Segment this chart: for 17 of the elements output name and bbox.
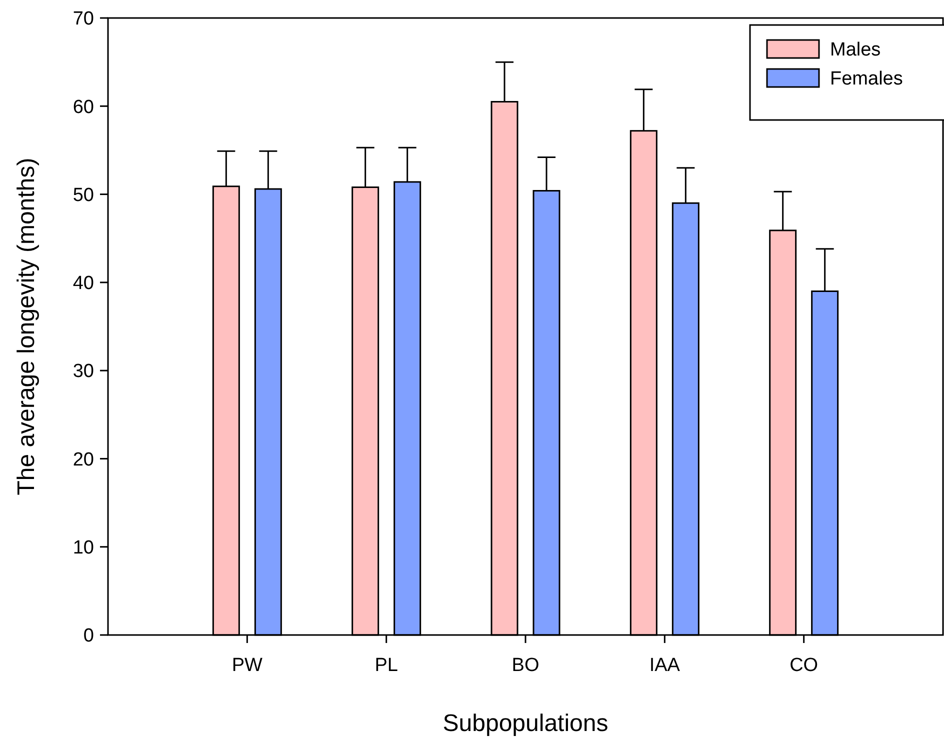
y-tick-label: 30 (72, 361, 94, 382)
y-tick-label: 40 (72, 273, 94, 294)
y-axis-title: The average longevity (months) (13, 158, 40, 496)
y-tick-label: 20 (72, 449, 94, 470)
legend-label: Males (830, 40, 881, 61)
y-tick-label: 0 (83, 626, 94, 647)
x-tick-label: IAA (649, 655, 680, 676)
x-axis-title: Subpopulations (442, 710, 608, 737)
y-tick-label: 60 (72, 96, 94, 118)
y-tick-label: 70 (72, 8, 94, 30)
legend-label: Females (830, 68, 903, 90)
x-tick-label: PL (374, 655, 398, 676)
x-tick-label: BO (512, 655, 540, 676)
x-tick-label: PW (232, 655, 263, 676)
y-tick-label: 10 (72, 538, 94, 559)
x-tick-label: CO (790, 655, 818, 676)
y-tick-label: 50 (72, 184, 94, 206)
